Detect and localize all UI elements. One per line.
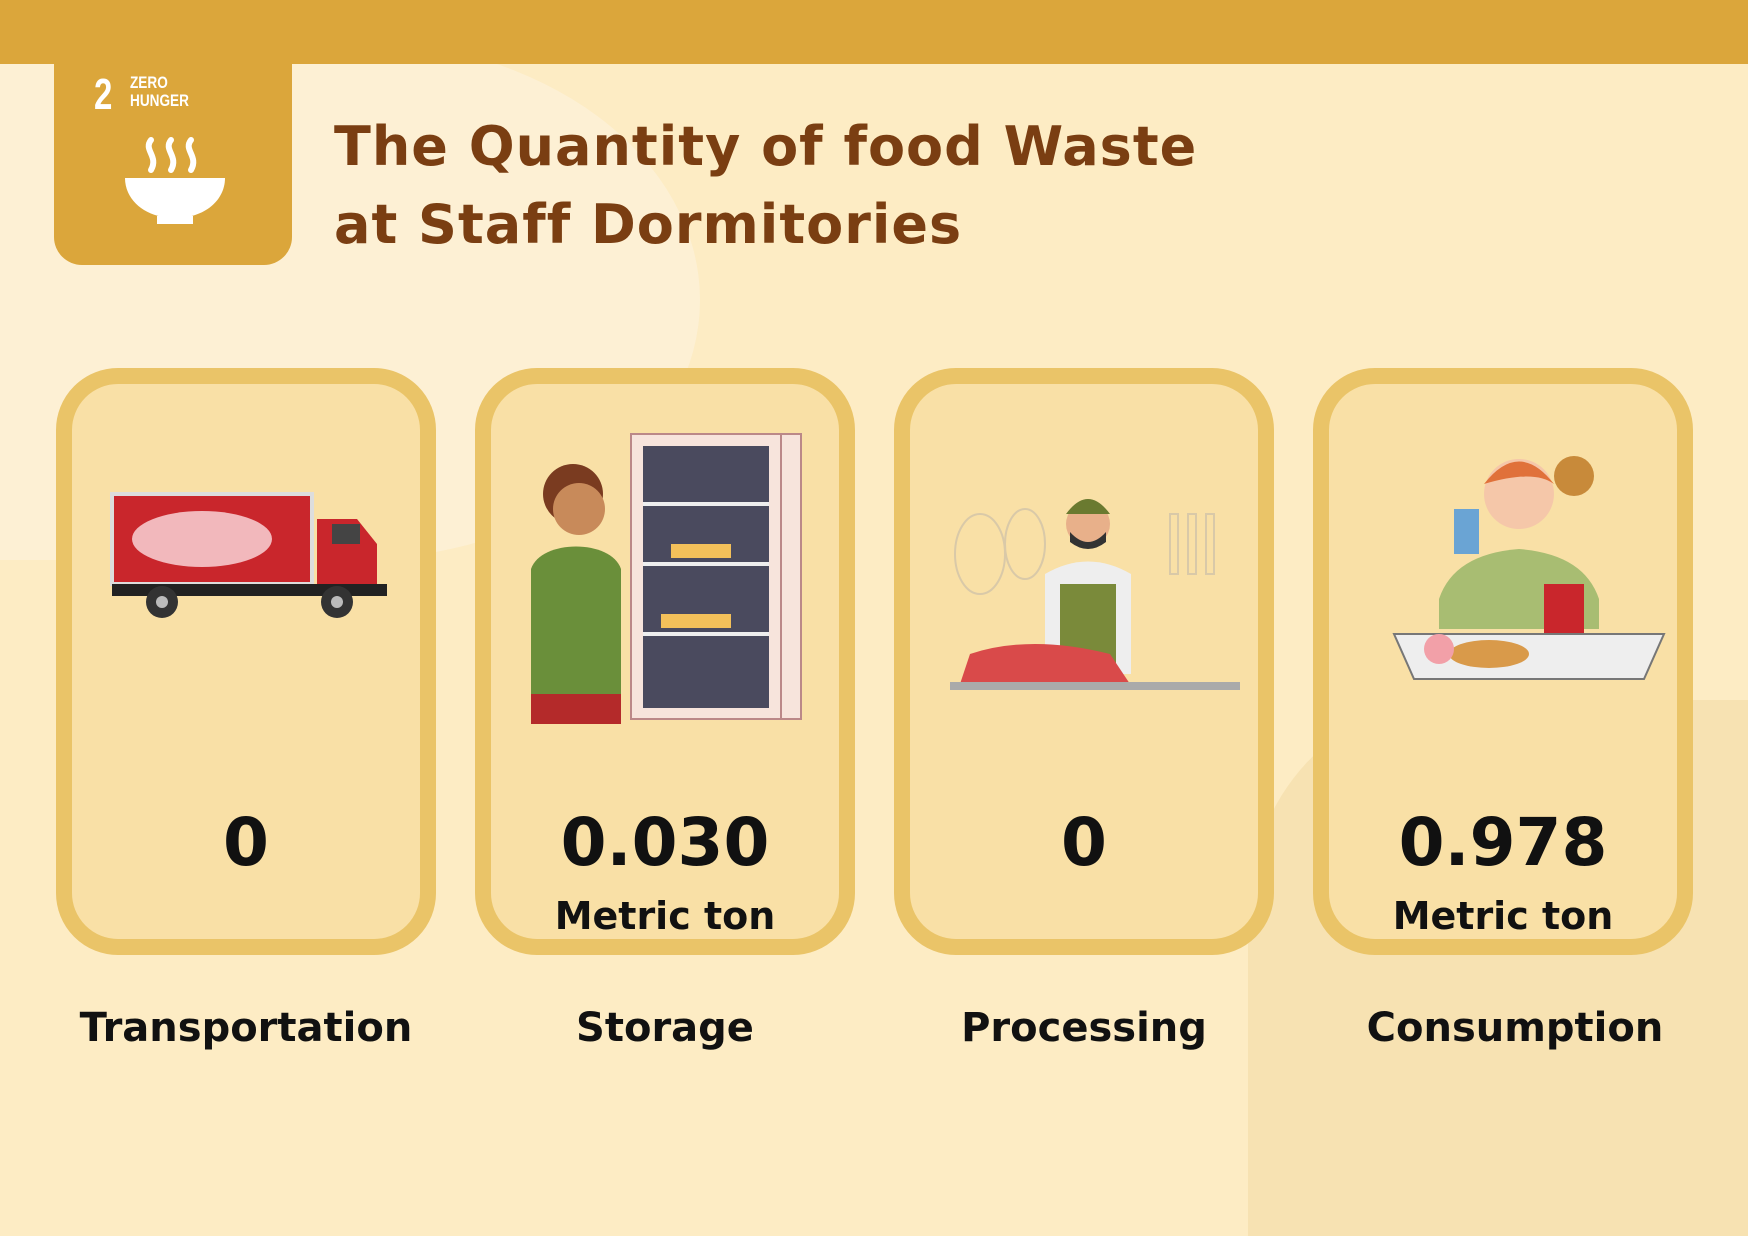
waste-unit: Metric ton <box>1392 894 1614 938</box>
sdg-number: 2 <box>94 70 113 119</box>
waste-unit: Metric ton <box>554 894 776 938</box>
card-processing: 0 <box>894 368 1274 955</box>
sdg-badge: 2 ZERO HUNGER <box>54 60 292 265</box>
top-bar <box>0 0 1748 64</box>
card-storage: 0.030 Metric ton <box>475 368 855 955</box>
soup-bowl-icon <box>125 137 225 224</box>
label-transportation: Transportation <box>79 1005 413 1051</box>
sdg-text-line2: HUNGER <box>130 91 189 110</box>
card-consumption: 0.978 Metric ton <box>1313 368 1693 955</box>
label-consumption: Consumption <box>1366 1005 1664 1051</box>
waste-value: 0.978 <box>1398 804 1608 881</box>
waste-value: 0.030 <box>560 804 770 881</box>
label-processing: Processing <box>961 1005 1207 1051</box>
butcher-illustration <box>950 499 1240 690</box>
truck-illustration <box>110 492 387 618</box>
sdg-text: ZERO HUNGER <box>130 74 226 110</box>
waste-value: 0 <box>1061 804 1107 881</box>
label-storage: Storage <box>576 1005 754 1051</box>
waste-value: 0 <box>223 804 269 881</box>
page-title: The Quantity of food Waste at Staff Dorm… <box>334 108 1434 264</box>
title-line2: at Staff Dormitories <box>334 193 963 256</box>
fridge-person-illustration <box>531 433 802 724</box>
person-eating-illustration <box>1392 456 1666 680</box>
sdg-text-line1: ZERO <box>130 73 168 92</box>
card-transportation: 0 <box>56 368 436 955</box>
title-line1: The Quantity of food Waste <box>334 115 1198 178</box>
